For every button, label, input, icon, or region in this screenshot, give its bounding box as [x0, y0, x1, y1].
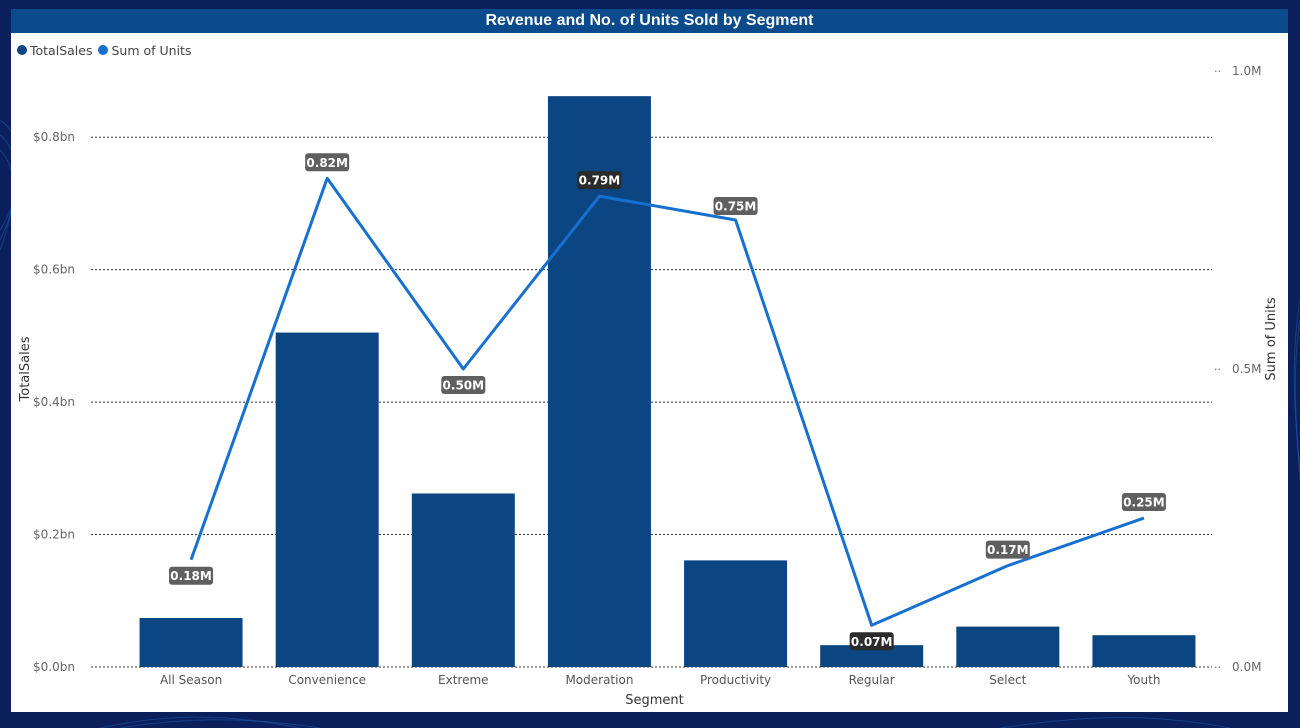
y2-axis-title: Sum of Units [1264, 297, 1279, 380]
y-tick-label: $0.2bn [33, 528, 75, 542]
bar-moderation[interactable] [547, 96, 651, 668]
units-line[interactable] [189, 176, 1145, 627]
bar-select[interactable] [956, 626, 1060, 667]
legend: TotalSales Sum of Units [17, 41, 191, 59]
y2-tick-label: 0.0M [1232, 660, 1261, 674]
data-label-bg [305, 153, 350, 172]
legend-item-sum-of-units[interactable]: Sum of Units [98, 43, 191, 58]
data-label-bg [849, 632, 894, 651]
legend-marker-sum-of-units [98, 45, 109, 55]
x-tick-label: Youth [1126, 673, 1160, 687]
legend-label-totalsales: TotalSales [30, 42, 93, 58]
chart-card: Revenue and No. of Units Sold by Segment… [11, 9, 1288, 712]
chart-title: Revenue and No. of Units Sold by Segment [11, 9, 1288, 33]
data-label: 0.25M [1123, 496, 1165, 510]
data-label: 0.07M [851, 635, 893, 649]
y2-tick-label: 1.0M [1232, 64, 1261, 78]
y2-tick-marker: ·· [1214, 363, 1221, 376]
x-tick-label: Extreme [438, 673, 489, 687]
data-label-bg [713, 197, 758, 215]
y2-tick-marker: ·· [1214, 661, 1221, 674]
data-label: 0.82M [306, 156, 348, 170]
combo-chart: $0.0bn $0.2bn $0.4bn $0.6bn $0.8bn ·· 0.0M ·· 0.… [18, 64, 1279, 708]
data-label: 0.50M [443, 379, 485, 393]
legend-item-totalsales[interactable]: TotalSales [17, 43, 92, 58]
bar-extreme[interactable] [411, 493, 515, 667]
bar-convenience[interactable] [275, 332, 379, 667]
data-label-bg [169, 566, 214, 585]
y-tick-label: $0.6bn [33, 263, 75, 277]
x-tick-label: Productivity [700, 673, 771, 687]
legend-label-sum-of-units: Sum of Units [111, 42, 192, 58]
y2-tick-label: 0.5M [1232, 362, 1261, 376]
bar-all-season[interactable] [139, 617, 243, 667]
y2-tick-marker: ·· [1214, 65, 1221, 78]
data-label-bg [985, 540, 1030, 559]
y-axis-title: TotalSales [18, 336, 33, 402]
data-label: 0.18M [170, 569, 212, 583]
bar-regular[interactable] [820, 645, 924, 667]
y-tick-label: $0.8bn [33, 130, 75, 144]
x-tick-label: All Season [160, 673, 222, 687]
x-tick-label: Convenience [288, 673, 366, 687]
data-label-bg [1121, 493, 1166, 511]
y-tick-label: $0.0bn [33, 660, 75, 674]
x-axis-title: Segment [625, 693, 684, 708]
x-tick-label: Moderation [565, 673, 633, 687]
data-label: 0.17M [987, 543, 1029, 557]
data-label-bg [577, 171, 622, 190]
y-tick-label: $0.4bn [33, 395, 75, 409]
data-label-bg [441, 376, 486, 394]
data-label: 0.75M [715, 200, 757, 214]
bar-youth[interactable] [1092, 635, 1196, 667]
legend-marker-totalsales [17, 45, 27, 55]
bar-productivity[interactable] [684, 560, 788, 667]
x-tick-label: Select [989, 673, 1026, 687]
data-label: 0.79M [579, 174, 621, 188]
x-tick-label: Regular [849, 673, 895, 687]
